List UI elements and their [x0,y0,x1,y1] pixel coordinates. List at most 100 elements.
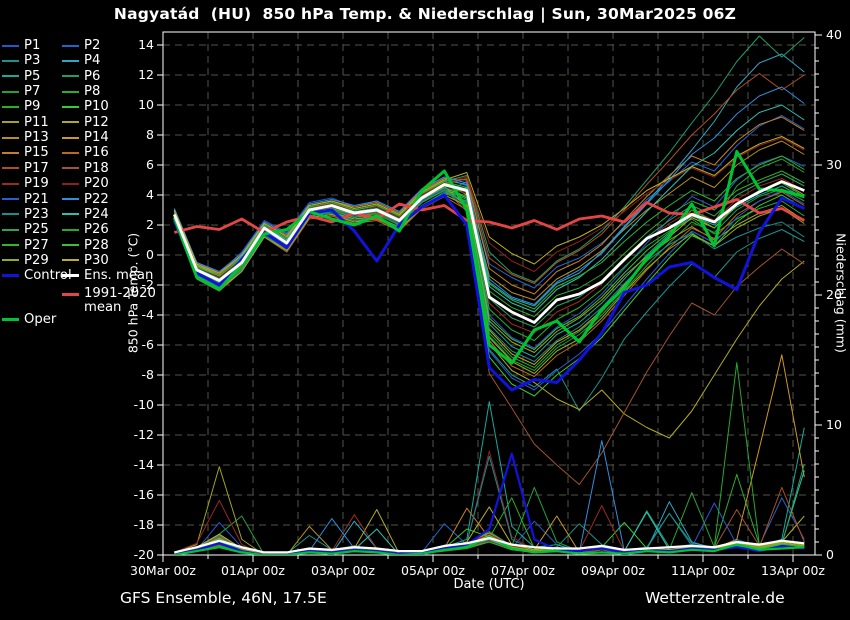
svg-text:03Apr 00z: 03Apr 00z [311,563,375,578]
legend-label: P21 [24,191,49,207]
legend-line-swatch [62,213,79,216]
legend-label: P1 [24,38,41,53]
legend-line-swatch [2,259,19,262]
svg-text:07Apr 00z: 07Apr 00z [491,563,555,578]
precip-line-p17 [174,486,805,555]
temp-line-p15 [173,116,805,295]
legend-item-p11: P11 [2,115,49,130]
legend-item-p30: P30 [62,253,109,268]
legend-line-swatch [2,198,19,200]
y-axis-label-temp: 850 hPa Temp. (°C) [125,232,141,354]
legend-item-p22: P22 [62,192,109,207]
legend-item-p23: P23 [2,207,49,222]
page-title: Nagyatád (HU) 850 hPa Temp. & Niederschl… [113,5,737,23]
svg-text:-8: -8 [142,367,155,382]
temp-line-control [172,193,805,392]
svg-text:-4: -4 [142,307,155,322]
legend-line-swatch [2,105,19,108]
legend-item-p27: P27 [2,238,49,253]
legend-item-p21: P21 [2,192,49,207]
legend-line-swatch [62,228,79,231]
legend-item-1991-2020-mean: 1991-2020 mean [62,287,156,315]
plot-frame [162,31,816,556]
legend-line-swatch [62,151,79,154]
legend-item-p13: P13 [2,130,49,145]
legend-line-swatch [62,198,79,200]
legend-label: P3 [24,53,41,69]
legend-line-swatch [62,182,79,185]
svg-text:40: 40 [826,27,842,42]
legend-label: P12 [84,114,109,130]
precip-line-p7 [174,486,805,555]
svg-text:12: 12 [138,67,154,82]
precip-line-p25 [174,463,805,555]
svg-text:8: 8 [146,127,154,142]
svg-text:-2: -2 [142,277,154,292]
svg-text:09Apr 00z: 09Apr 00z [581,563,645,578]
svg-text:-12: -12 [134,427,154,442]
legend-label: P8 [84,84,101,100]
legend-item-p6: P6 [62,69,100,84]
svg-text:05Apr 00z: 05Apr 00z [401,563,465,578]
legend-item-p10: P10 [62,99,109,114]
legend-line-swatch [62,75,79,78]
legend-item-oper: Oper [2,312,56,327]
legend-item-p17: P17 [2,161,49,176]
legend-item-p1: P1 [2,38,40,53]
svg-text:-18: -18 [134,517,154,532]
legend-line-swatch [2,244,19,247]
legend-label: P29 [24,252,49,268]
temp-line-p27 [173,155,805,310]
legend-line-swatch [2,121,19,124]
legend-label: P7 [24,84,41,100]
legend-label: P19 [24,176,49,192]
legend-label: 1991-2020 mean [84,286,156,315]
svg-text:-6: -6 [142,337,155,352]
svg-text:4: 4 [146,187,154,202]
legend-line-swatch [2,228,19,231]
svg-text:11Apr 00z: 11Apr 00z [671,563,735,578]
legend-label: P17 [24,160,49,176]
svg-text:2: 2 [146,217,154,232]
legend-line-swatch [2,182,19,185]
legend-label: P24 [84,206,109,222]
svg-text:13Apr 00z: 13Apr 00z [761,563,825,578]
svg-text:0: 0 [826,547,834,562]
svg-text:-16: -16 [134,487,154,502]
legend-label: P20 [84,176,109,192]
precip-line-ens-mean [174,536,805,554]
legend-label: P5 [24,68,41,84]
legend-item-p29: P29 [2,253,49,268]
legend-label: P15 [24,145,49,161]
legend-label: Control [24,268,72,284]
legend-item-p2: P2 [62,38,100,53]
precip-line-oper [174,535,805,555]
data-lines [172,35,805,555]
legend-line-swatch [62,44,79,47]
legend-item-p28: P28 [62,238,109,253]
legend-line-swatch [2,44,19,47]
legend-line-swatch [2,318,19,321]
legend-label: Ens. mean [84,268,154,284]
temp-line-p22 [173,86,805,305]
legend-line-swatch [62,121,79,124]
legend-line-swatch [62,90,79,93]
temp-line-p24 [173,104,805,313]
legend-label: P16 [84,145,109,161]
legend-item-p9: P9 [2,99,40,114]
legend-item-p20: P20 [62,176,109,191]
legend-item-p26: P26 [62,222,109,237]
legend-label: P25 [24,222,49,238]
legend-line-swatch [2,136,19,139]
legend-item-p5: P5 [2,69,40,84]
y-axis-label-precip: Niederschlag (mm) [833,233,849,353]
legend-line-swatch [2,59,19,62]
legend-item-p4: P4 [62,53,100,68]
legend-item-p14: P14 [62,130,109,145]
legend-item-p25: P25 [2,222,49,237]
legend-label: P6 [84,68,101,84]
legend-label: P22 [84,191,109,207]
legend-line-swatch [62,136,79,139]
precip-line-p23 [174,455,805,555]
